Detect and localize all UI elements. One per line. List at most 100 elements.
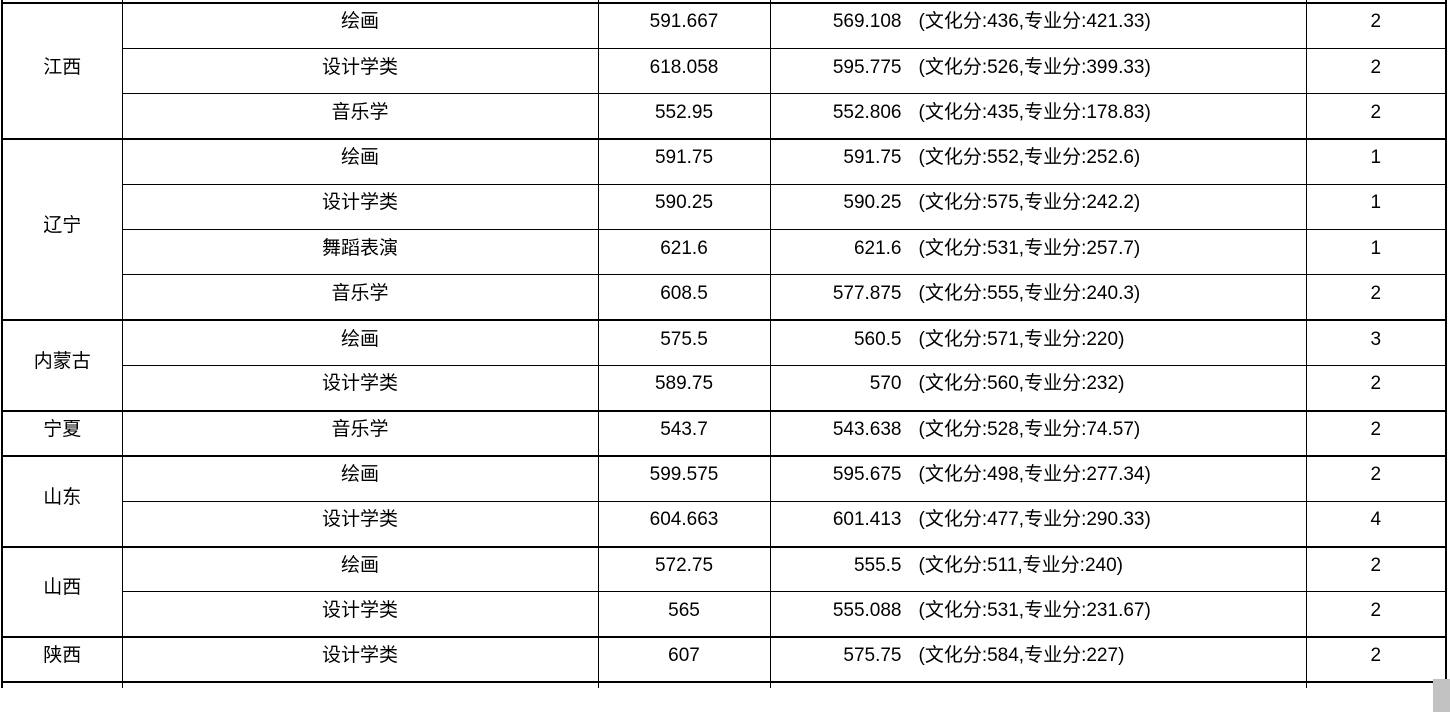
count-cell: 1 <box>1305 228 1447 276</box>
min-score-cell: 555.5 (文化分:511,专业分:240) <box>769 545 1307 593</box>
min-score-value: 555.088 <box>832 599 902 621</box>
table-row: 山西 绘画 572.75 555.5 (文化分:511,专业分:240) 2 <box>1 545 1447 638</box>
major-cell: 设计学类 <box>121 47 599 95</box>
min-score-cell: 595.775 (文化分:526,专业分:399.33) <box>769 47 1307 95</box>
count-cell: 1 <box>1305 183 1447 230</box>
min-score-cell: 621.6 (文化分:531,专业分:257.7) <box>769 228 1307 276</box>
min-score-cell: 570 (文化分:560,专业分:232) <box>769 364 1307 412</box>
table-row: 陕西 设计学类 607 575.75 (文化分:584,专业分:227) 2 <box>1 636 1447 683</box>
province-cell: 陕西 <box>1 636 123 683</box>
min-score-detail: (文化分:477,专业分:290.33) <box>918 509 1151 531</box>
max-score-cell: 543.7 <box>597 409 771 457</box>
major-cell: 绘画 <box>121 454 599 502</box>
min-score-cell: 543.638 (文化分:528,专业分:74.57) <box>769 409 1307 457</box>
table-row-partial-bottom <box>1 681 1447 689</box>
min-score-value: 552.806 <box>832 101 902 123</box>
min-score-cell: 552.806 (文化分:435,专业分:178.83) <box>769 93 1307 140</box>
max-score-cell: 575.5 <box>597 319 771 366</box>
min-score-detail: (文化分:531,专业分:231.67) <box>918 599 1151 621</box>
min-score-detail: (文化分:555,专业分:240.3) <box>918 282 1141 304</box>
major-cell: 设计学类 <box>121 500 599 548</box>
table-row: 音乐学 608.5 577.875 (文化分:555,专业分:240.3) 2 <box>2 274 1447 321</box>
min-score-detail: (文化分:575,专业分:242.2) <box>918 192 1141 214</box>
table-row: 舞蹈表演 621.6 621.6 (文化分:531,专业分:257.7) 1 <box>2 228 1447 276</box>
min-score-cell: 569.108 (文化分:436,专业分:421.33) <box>769 1 1307 49</box>
table-row: 设计学类 590.25 590.25 (文化分:575,专业分:242.2) 1 <box>2 183 1447 230</box>
max-score-cell: 590.25 <box>597 183 771 230</box>
min-score-cell: 590.25 (文化分:575,专业分:242.2) <box>769 183 1307 230</box>
count-cell: 2 <box>1305 545 1447 593</box>
min-score-detail: (文化分:560,专业分:232) <box>918 373 1125 395</box>
province-cell: 辽宁 <box>1 137 123 321</box>
min-score-detail: (文化分:571,专业分:220) <box>918 328 1125 350</box>
min-score-detail: (文化分:531,专业分:257.7) <box>918 237 1141 259</box>
table-row: 江西 绘画 591.667 569.108 (文化分:436,专业分:421.3… <box>1 1 1447 140</box>
major-cell: 舞蹈表演 <box>121 228 599 276</box>
major-cell: 设计学类 <box>121 364 599 412</box>
major-cell: 音乐学 <box>121 409 599 457</box>
count-cell: 1 <box>1305 137 1447 185</box>
count-cell: 4 <box>1305 500 1447 548</box>
min-score-cell: 555.088 (文化分:531,专业分:231.67) <box>769 591 1307 638</box>
major-cell: 绘画 <box>121 1 599 49</box>
min-score-value: 570 <box>869 373 902 395</box>
min-score-value: 595.675 <box>832 464 902 486</box>
major-cell: 设计学类 <box>121 636 599 683</box>
min-score-cell: 577.875 (文化分:555,专业分:240.3) <box>769 274 1307 321</box>
count-cell: 2 <box>1305 1 1447 49</box>
min-score-detail: (文化分:552,专业分:252.6) <box>918 147 1141 169</box>
admission-score-table: 江西 绘画 591.667 569.108 (文化分:436,专业分:421.3… <box>1 0 1447 689</box>
min-score-value: 590.25 <box>843 192 902 214</box>
count-cell: 2 <box>1305 274 1447 321</box>
province-cell: 山东 <box>1 454 123 548</box>
min-score-cell: 560.5 (文化分:571,专业分:220) <box>769 319 1307 366</box>
min-score-value: 621.6 <box>853 237 902 259</box>
province-cell: 内蒙古 <box>1 319 123 412</box>
min-score-value: 560.5 <box>853 328 902 350</box>
min-score-value: 591.75 <box>843 147 902 169</box>
max-score-cell: 604.663 <box>597 500 771 548</box>
max-score-cell: 607 <box>597 636 771 683</box>
max-score-cell: 591.667 <box>597 1 771 49</box>
min-score-value: 555.5 <box>853 555 902 577</box>
max-score-cell: 608.5 <box>597 274 771 321</box>
count-cell: 2 <box>1305 636 1447 683</box>
min-score-cell: 595.675 (文化分:498,专业分:277.34) <box>769 454 1307 502</box>
min-score-cell <box>769 681 1307 689</box>
province-cell: 宁夏 <box>1 409 123 457</box>
min-score-value: 577.875 <box>832 282 902 304</box>
min-score-value: 595.775 <box>832 56 902 78</box>
count-cell <box>1305 681 1447 689</box>
min-score-cell: 591.75 (文化分:552,专业分:252.6) <box>769 137 1307 185</box>
table-row: 辽宁 绘画 591.75 591.75 (文化分:552,专业分:252.6) … <box>1 137 1447 321</box>
province-cell: 江西 <box>1 2 123 140</box>
major-cell: 设计学类 <box>121 591 599 638</box>
major-cell: 绘画 <box>121 137 599 185</box>
max-score-cell: 621.6 <box>597 228 771 276</box>
max-score-cell: 591.75 <box>597 137 771 185</box>
count-cell: 2 <box>1305 47 1447 95</box>
table-row: 设计学类 589.75 570 (文化分:560,专业分:232) 2 <box>2 364 1447 412</box>
min-score-value: 543.638 <box>832 418 902 440</box>
table-row: 内蒙古 绘画 575.5 560.5 (文化分:571,专业分:220) 3 <box>1 319 1447 412</box>
min-score-cell: 575.75 (文化分:584,专业分:227) <box>769 636 1307 683</box>
max-score-cell: 599.575 <box>597 454 771 502</box>
table-row: 音乐学 552.95 552.806 (文化分:435,专业分:178.83) … <box>2 93 1447 140</box>
min-score-detail: (文化分:528,专业分:74.57) <box>918 418 1141 440</box>
major-cell: 音乐学 <box>121 274 599 321</box>
table-row: 设计学类 565 555.088 (文化分:531,专业分:231.67) 2 <box>2 591 1447 638</box>
vertical-scrollbar-thumb[interactable] <box>1433 679 1450 712</box>
count-cell: 2 <box>1305 454 1447 502</box>
min-score-value: 569.108 <box>832 11 902 33</box>
table-row: 设计学类 618.058 595.775 (文化分:526,专业分:399.33… <box>2 47 1447 95</box>
province-cell <box>1 681 123 689</box>
major-cell <box>121 681 599 689</box>
province-cell: 山西 <box>1 545 123 638</box>
major-cell: 设计学类 <box>121 183 599 230</box>
count-cell: 2 <box>1305 93 1447 140</box>
count-cell: 2 <box>1305 409 1447 457</box>
max-score-cell: 618.058 <box>597 47 771 95</box>
major-cell: 绘画 <box>121 545 599 593</box>
count-cell: 2 <box>1305 591 1447 638</box>
min-score-detail: (文化分:584,专业分:227) <box>918 645 1125 667</box>
